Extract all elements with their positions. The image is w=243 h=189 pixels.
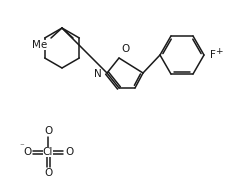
Text: F: F [210, 50, 216, 60]
Text: ⁻: ⁻ [20, 143, 24, 152]
Text: O: O [65, 147, 73, 157]
Text: N: N [94, 69, 102, 79]
Text: +: + [215, 47, 223, 57]
Text: O: O [44, 126, 52, 136]
Text: Me: Me [32, 40, 47, 50]
Text: O: O [44, 168, 52, 178]
Text: O: O [23, 147, 31, 157]
Text: O: O [121, 44, 129, 54]
Text: Cl: Cl [43, 147, 53, 157]
